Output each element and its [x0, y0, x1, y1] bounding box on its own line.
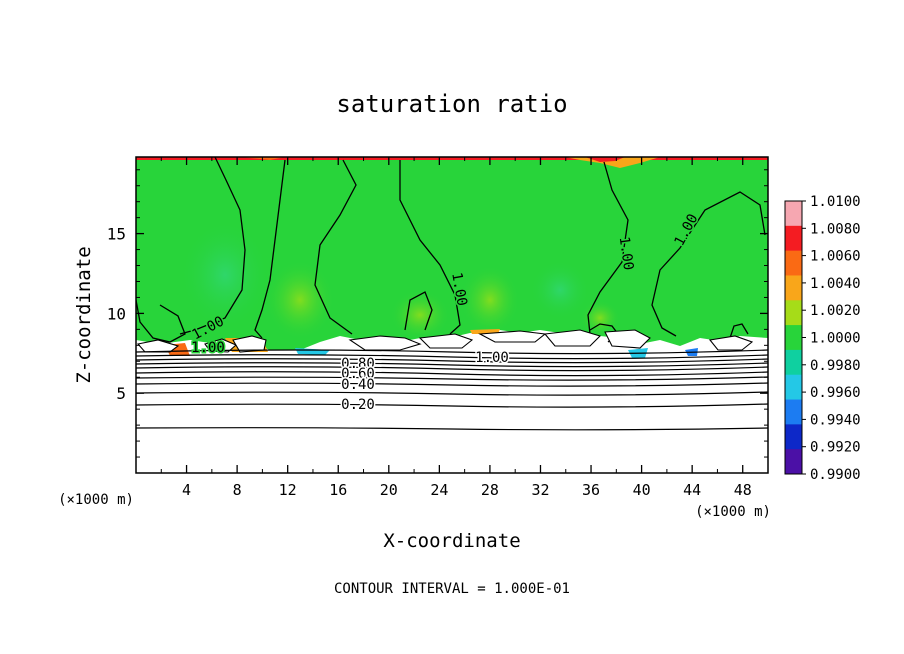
contour-line	[136, 403, 768, 408]
contour-line	[136, 382, 768, 387]
x-axis: 4 8 12 16 20 24 28 32 36 40 44 48	[160, 157, 752, 499]
field-patch	[390, 290, 450, 340]
contour-line	[399, 160, 461, 335]
colorbar-label: 1.0020	[810, 303, 861, 319]
colorbar-label: 0.9920	[810, 440, 861, 456]
x-tick-label: 40	[633, 481, 651, 499]
chart-title: saturation ratio	[336, 90, 567, 118]
top-strip-hotspot	[585, 157, 625, 162]
top-strip-hotspot	[565, 157, 660, 168]
contour-line	[587, 161, 629, 335]
colorbar-swatch	[785, 250, 802, 276]
colorbar-label: 0.9960	[810, 385, 861, 401]
contour-line	[136, 371, 768, 377]
x-tick-label: 16	[329, 481, 347, 499]
contour-interval-note: CONTOUR INTERVAL = 1.000E-01	[334, 581, 570, 597]
colorbar-swatch	[785, 275, 802, 301]
contour-line	[136, 299, 186, 343]
field-patch	[265, 260, 335, 340]
contour-label: 1.00	[191, 340, 225, 356]
contour-line	[136, 391, 768, 396]
contour-line	[729, 323, 749, 339]
colorbar-swatch	[785, 424, 802, 450]
lower-contours	[136, 349, 768, 431]
colorbar-label: 0.9980	[810, 358, 861, 374]
colorbar-swatch	[785, 349, 802, 376]
contour-line	[179, 157, 246, 335]
contour-line	[136, 358, 768, 364]
contour-label: 0.80	[341, 356, 375, 372]
y-axis-unit: (×1000 m)	[58, 492, 134, 508]
y-axis: 5 10 15	[107, 169, 768, 458]
colorbar: 1.0100 1.0080 1.0060 1.0040 1.0020 1.0000 0.99…	[784, 194, 861, 483]
y-axis-title: Z-coordinate	[73, 246, 95, 383]
cloud-blob	[204, 338, 238, 353]
x-tick-label: 12	[279, 481, 297, 499]
x-tick-label: 24	[430, 481, 448, 499]
cloud-base-blobs	[136, 329, 754, 353]
x-tick-label: 28	[481, 481, 499, 499]
colorbar-label: 1.0040	[810, 276, 861, 292]
colorbar-label: 1.0080	[810, 221, 861, 237]
contour-line	[136, 354, 768, 360]
field-patch	[460, 265, 520, 335]
cloud-blob	[708, 335, 754, 351]
cloud-blob	[543, 329, 602, 347]
x-tick-label: 32	[531, 481, 549, 499]
colorbar-label: 1.0060	[810, 249, 861, 265]
contour-label: 0.20	[341, 397, 375, 413]
x-axis-unit: (×1000 m)	[695, 504, 771, 520]
colorbar-label: 1.0100	[810, 194, 861, 210]
x-tick-label: 36	[582, 481, 600, 499]
contour-line	[136, 349, 768, 355]
field-patch	[180, 220, 270, 330]
colorbar-label: 0.9900	[810, 467, 861, 483]
colorbar-label: 0.9940	[810, 412, 861, 428]
contour-label: 1.00	[616, 236, 637, 272]
cloud-blob	[478, 330, 547, 343]
contour-line	[136, 362, 768, 368]
contour-line	[136, 376, 768, 381]
x-tick-label: 20	[380, 481, 398, 499]
field-patch	[580, 300, 620, 336]
upper-contours	[136, 157, 766, 343]
x-axis-title: X-coordinate	[383, 530, 520, 552]
cloud-blob	[136, 339, 180, 353]
y-tick-label: 15	[107, 225, 126, 244]
contour-line	[314, 159, 357, 335]
y-tick-label: 5	[116, 384, 126, 403]
colorbar-swatch	[785, 374, 802, 401]
colorbar-swatch	[785, 300, 802, 326]
contour-line	[136, 366, 768, 372]
x-tick-label: 44	[683, 481, 701, 499]
contour-label: 0.60	[341, 366, 375, 382]
x-tick-label: 48	[734, 481, 752, 499]
cloud-blob	[604, 329, 651, 349]
colorbar-label: 1.0000	[810, 331, 861, 347]
contour-line	[136, 427, 768, 431]
colorbar-swatch	[785, 399, 802, 425]
field-patch	[530, 260, 590, 320]
colorbar-swatch	[785, 449, 802, 475]
top-strip	[136, 157, 768, 160]
contour-line	[651, 191, 766, 337]
contour-label: 0.40	[341, 377, 375, 393]
cloud-blob	[418, 333, 474, 349]
contour-line	[404, 291, 433, 331]
colorbar-swatch	[785, 201, 802, 227]
contour-line	[254, 159, 286, 339]
colorbar-swatch	[785, 325, 802, 351]
plot-field	[136, 157, 768, 473]
x-tick-label: 8	[233, 481, 242, 499]
contour-label: 1.00	[475, 350, 509, 366]
plot-frame	[135, 156, 769, 474]
x-tick-label: 4	[182, 481, 191, 499]
y-tick-label: 10	[107, 304, 126, 323]
colorbar-swatch	[785, 225, 802, 252]
